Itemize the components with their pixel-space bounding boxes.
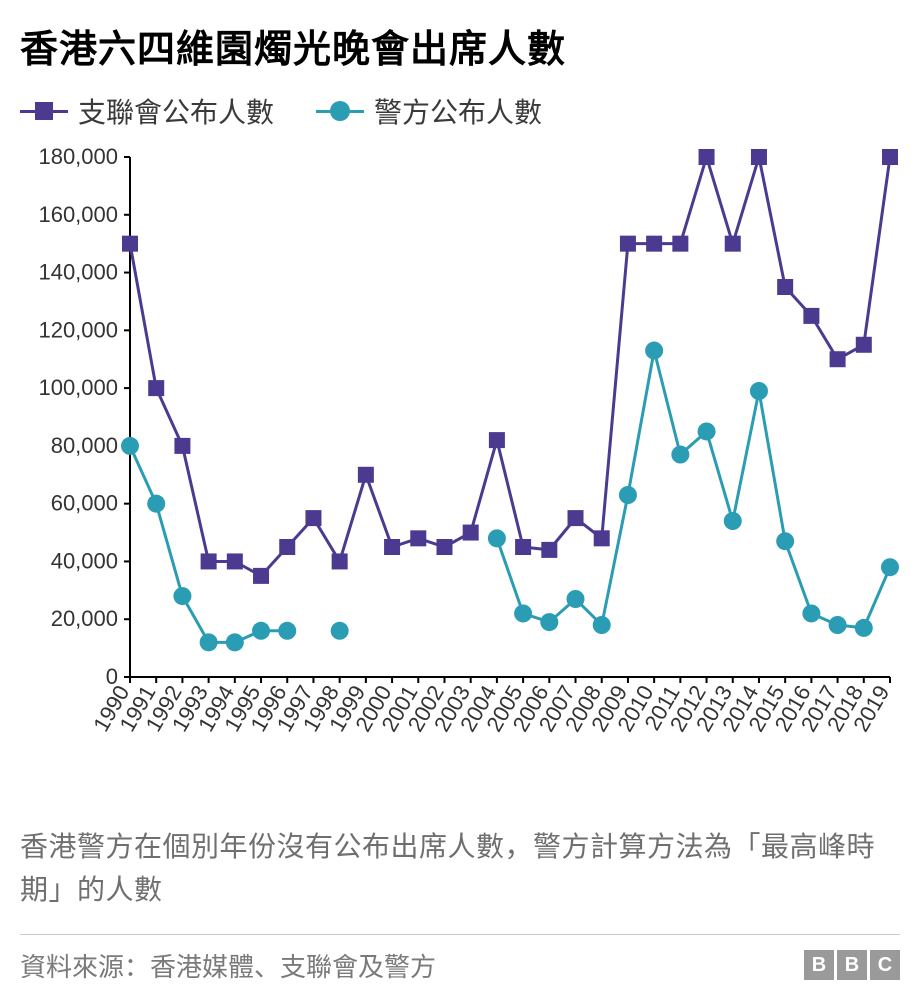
data-point [829,616,847,634]
source-text: 資料來源：香港媒體、支聯會及警方 [20,947,436,984]
data-point [278,622,296,640]
legend-item-series1: 支聯會公布人數 [20,91,274,131]
data-point [410,530,426,546]
data-point [514,604,532,622]
chart-svg: 020,00040,00060,00080,000100,000120,0001… [20,147,900,797]
bbc-logo-letter: B [804,950,834,980]
y-tick-label: 40,000 [51,548,118,573]
bbc-logo-letter: C [870,950,900,980]
data-point [882,149,898,165]
data-point [122,236,138,252]
series-line [130,157,890,576]
y-tick-label: 60,000 [51,491,118,516]
series-line [497,351,890,628]
data-point [252,622,270,640]
data-point [488,529,506,547]
data-point [200,633,218,651]
data-point [698,422,716,440]
data-point [567,590,585,608]
y-tick-label: 20,000 [51,606,118,631]
data-point [253,568,269,584]
data-point [331,622,349,640]
legend-marker-series1 [20,110,68,113]
data-point [332,553,348,569]
bbc-logo-letter: B [837,950,867,980]
data-point [541,542,557,558]
data-point [226,633,244,651]
chart-area: 020,00040,00060,00080,000100,000120,0001… [20,147,900,797]
data-point [173,587,191,605]
data-point [646,236,662,252]
data-point [855,619,873,637]
data-point [750,382,768,400]
data-point [515,539,531,555]
y-tick-label: 180,000 [38,147,118,169]
data-point [147,495,165,513]
data-point [279,539,295,555]
data-point [201,553,217,569]
data-point [777,279,793,295]
data-point [645,342,663,360]
data-point [540,613,558,631]
chart-title: 香港六四維園燭光晚會出席人數 [20,18,900,73]
y-tick-label: 80,000 [51,433,118,458]
divider [20,934,900,935]
legend-marker-series2 [316,110,364,113]
data-point [699,149,715,165]
y-tick-label: 160,000 [38,202,118,227]
legend-label-series2: 警方公布人數 [374,91,542,131]
data-point [568,510,584,526]
data-point [148,380,164,396]
y-tick-label: 140,000 [38,260,118,285]
bbc-logo: B B C [804,950,900,980]
data-point [725,236,741,252]
data-point [384,539,400,555]
data-point [881,558,899,576]
data-point [671,446,689,464]
data-point [594,530,610,546]
data-point [803,308,819,324]
data-point [305,510,321,526]
data-point [856,337,872,353]
data-point [776,532,794,550]
data-point [593,616,611,634]
y-tick-label: 120,000 [38,317,118,342]
data-point [830,351,846,367]
data-point [724,512,742,530]
data-point [619,486,637,504]
y-tick-label: 100,000 [38,375,118,400]
data-point [436,539,452,555]
series-line [130,446,287,642]
data-point [672,236,688,252]
data-point [489,432,505,448]
data-point [620,236,636,252]
data-point [463,525,479,541]
data-point [802,604,820,622]
chart-note: 香港警方在個別年份沒有公布出席人數，警方計算方法為「最高峰時期」的人數 [20,825,900,912]
data-point [751,149,767,165]
legend-label-series1: 支聯會公布人數 [78,91,274,131]
data-point [227,553,243,569]
data-point [121,437,139,455]
legend: 支聯會公布人數 警方公布人數 [20,91,900,131]
data-point [174,438,190,454]
legend-item-series2: 警方公布人數 [316,91,542,131]
data-point [358,467,374,483]
